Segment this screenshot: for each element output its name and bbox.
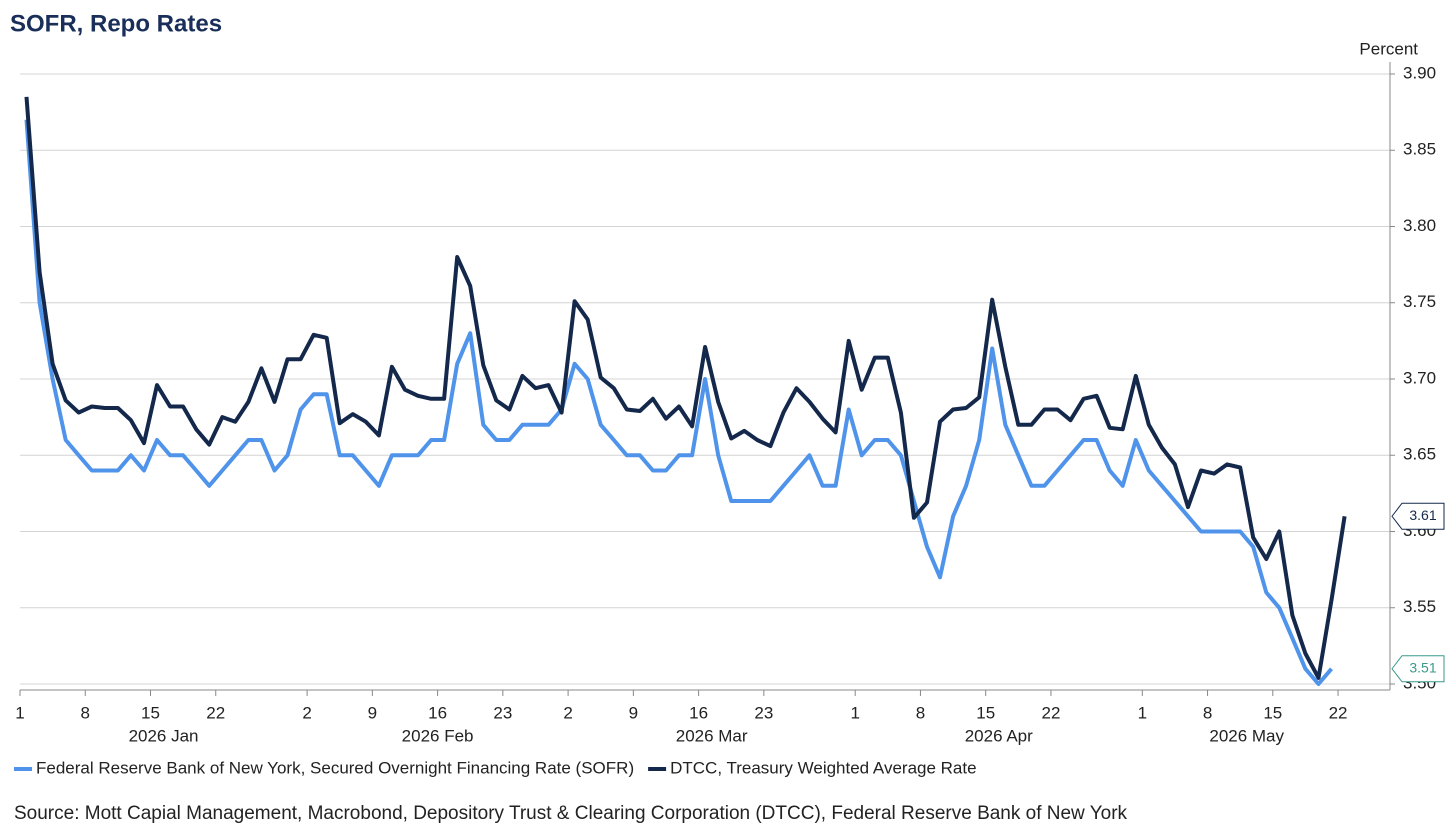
- x-tick-label: 22: [206, 703, 225, 722]
- x-tick-label: 16: [428, 703, 447, 722]
- source: Source: Mott Capial Management, Macrobon…: [14, 803, 1128, 824]
- x-tick-label: 9: [368, 703, 377, 722]
- x-tick-label: 2: [302, 703, 311, 722]
- y-tick-label: 3.85: [1403, 140, 1436, 159]
- legend-label: Federal Reserve Bank of New York, Secure…: [36, 758, 634, 777]
- x-tick-label: 1: [850, 703, 859, 722]
- y-tick-label: 3.90: [1403, 63, 1436, 82]
- x-tick-label: 16: [689, 703, 708, 722]
- chart-title: SOFR, Repo Rates: [10, 10, 222, 37]
- x-tick-label: 9: [629, 703, 638, 722]
- y-tick-label: 3.75: [1403, 292, 1436, 311]
- x-tick-label: 23: [493, 703, 512, 722]
- x-tick-label: 15: [1263, 703, 1282, 722]
- x-tick-label: 8: [81, 703, 90, 722]
- month-label: 2026 Jan: [129, 726, 199, 745]
- month-label: 2026 Apr: [965, 726, 1033, 745]
- month-label: 2026 Feb: [402, 726, 474, 745]
- y-tick-label: 3.70: [1403, 368, 1436, 387]
- month-label: 2026 May: [1209, 726, 1284, 745]
- end-label: 3.51: [1409, 659, 1436, 675]
- x-tick-label: 2: [563, 703, 572, 722]
- y-tick-label: 3.55: [1403, 597, 1436, 616]
- x-tick-label: 22: [1329, 703, 1348, 722]
- x-tick-label: 23: [754, 703, 773, 722]
- end-label: 3.61: [1409, 507, 1436, 523]
- series-line: [24, 119, 1334, 686]
- end-label-box: [1391, 502, 1445, 530]
- y-tick-label: 3.80: [1403, 216, 1436, 235]
- y-tick-label: 3.65: [1403, 445, 1436, 464]
- end-label-box: [1391, 655, 1445, 683]
- x-tick-label: 8: [1203, 703, 1212, 722]
- x-tick-label: 8: [916, 703, 925, 722]
- series-line: [24, 96, 1347, 680]
- x-tick-label: 1: [15, 703, 24, 722]
- x-tick-label: 15: [141, 703, 160, 722]
- legend-label: DTCC, Treasury Weighted Average Rate: [670, 758, 976, 777]
- x-tick-label: 1: [1138, 703, 1147, 722]
- x-tick-label: 15: [976, 703, 995, 722]
- y-axis-label: Percent: [1359, 39, 1418, 58]
- x-tick-label: 22: [1041, 703, 1060, 722]
- month-label: 2026 Mar: [676, 726, 748, 745]
